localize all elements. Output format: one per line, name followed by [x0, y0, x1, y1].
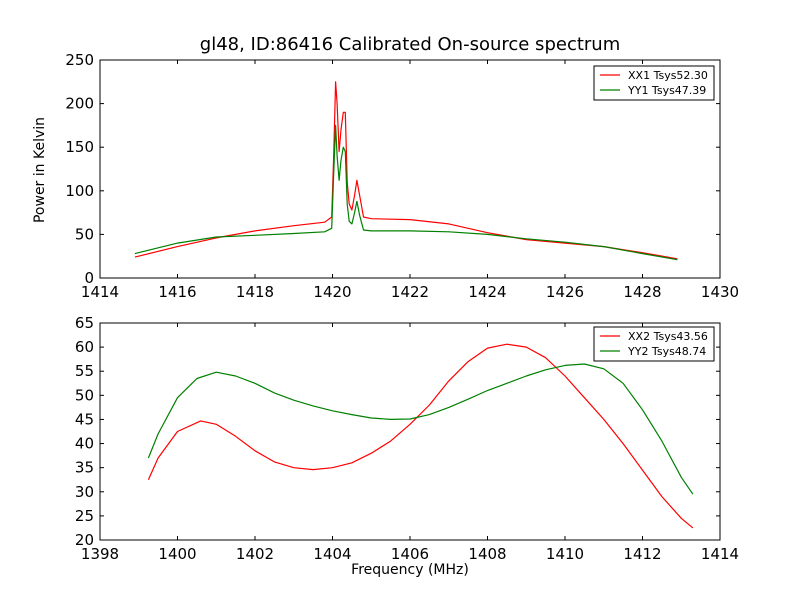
series-line-1-2	[134, 124, 678, 261]
series-line-2-1	[147, 343, 694, 529]
x-tick-label-1-4: 1422	[391, 283, 429, 301]
x-tick-label-1-0: 1414	[81, 283, 119, 301]
legend-label-2-2: YY2 Tsys48.74	[627, 345, 706, 358]
y-tick-label-2-6: 50	[75, 386, 94, 404]
x-tick-label-1-7: 1428	[623, 283, 661, 301]
x-tick-label-2-2: 1402	[236, 545, 274, 563]
legend-box-1	[593, 65, 715, 101]
x-tick-label-1-8: 1430	[701, 283, 739, 301]
legend-box-2	[593, 326, 715, 362]
y-tick-label-1-5: 250	[65, 51, 94, 69]
x-tick-label-2-4: 1406	[391, 545, 429, 563]
x-tick-label-1-2: 1418	[236, 283, 274, 301]
y-tick-label-2-4: 40	[75, 435, 94, 453]
y-tick-label-2-7: 55	[75, 362, 94, 380]
y-tick-label-2-3: 35	[75, 459, 94, 477]
series-line-2-2	[147, 363, 694, 495]
x-tick-label-2-6: 1410	[546, 545, 584, 563]
y-tick-label-1-3: 150	[65, 138, 94, 156]
legend-label-1-1: XX1 Tsys52.30	[628, 69, 708, 82]
legend-label-2-1: XX2 Tsys43.56	[628, 330, 708, 343]
chart-title: gl48, ID:86416 Calibrated On-source spec…	[199, 34, 621, 55]
y-tick-label-2-0: 20	[75, 531, 94, 549]
y-tick-label-1-0: 0	[84, 269, 94, 287]
x-tick-label-2-8: 1414	[701, 545, 739, 563]
x-tick-label-2-1: 1400	[158, 545, 196, 563]
y-tick-label-2-1: 25	[75, 507, 94, 525]
y-tick-label-1-1: 50	[75, 225, 94, 243]
x-tick-label-1-5: 1424	[468, 283, 506, 301]
legend-label-1-2: YY1 Tsys47.39	[627, 84, 706, 97]
y-tick-label-1-4: 200	[65, 95, 94, 113]
series-line-1-1	[134, 81, 678, 260]
x-axis-label: Frequency (MHz)	[351, 562, 469, 578]
y-axis-label: Power in Kelvin	[32, 116, 48, 224]
y-tick-label-2-9: 65	[75, 314, 94, 332]
x-tick-label-2-7: 1412	[623, 545, 661, 563]
x-tick-label-1-3: 1420	[313, 283, 351, 301]
x-tick-label-2-5: 1408	[468, 545, 506, 563]
x-tick-label-2-3: 1404	[313, 545, 351, 563]
y-tick-label-1-2: 100	[65, 182, 94, 200]
y-tick-label-2-2: 30	[75, 483, 94, 501]
y-tick-label-2-8: 60	[75, 338, 94, 356]
x-tick-label-1-6: 1426	[546, 283, 584, 301]
x-tick-label-1-1: 1416	[158, 283, 196, 301]
y-tick-label-2-5: 45	[75, 410, 94, 428]
x-tick-label-2-0: 1398	[81, 545, 119, 563]
